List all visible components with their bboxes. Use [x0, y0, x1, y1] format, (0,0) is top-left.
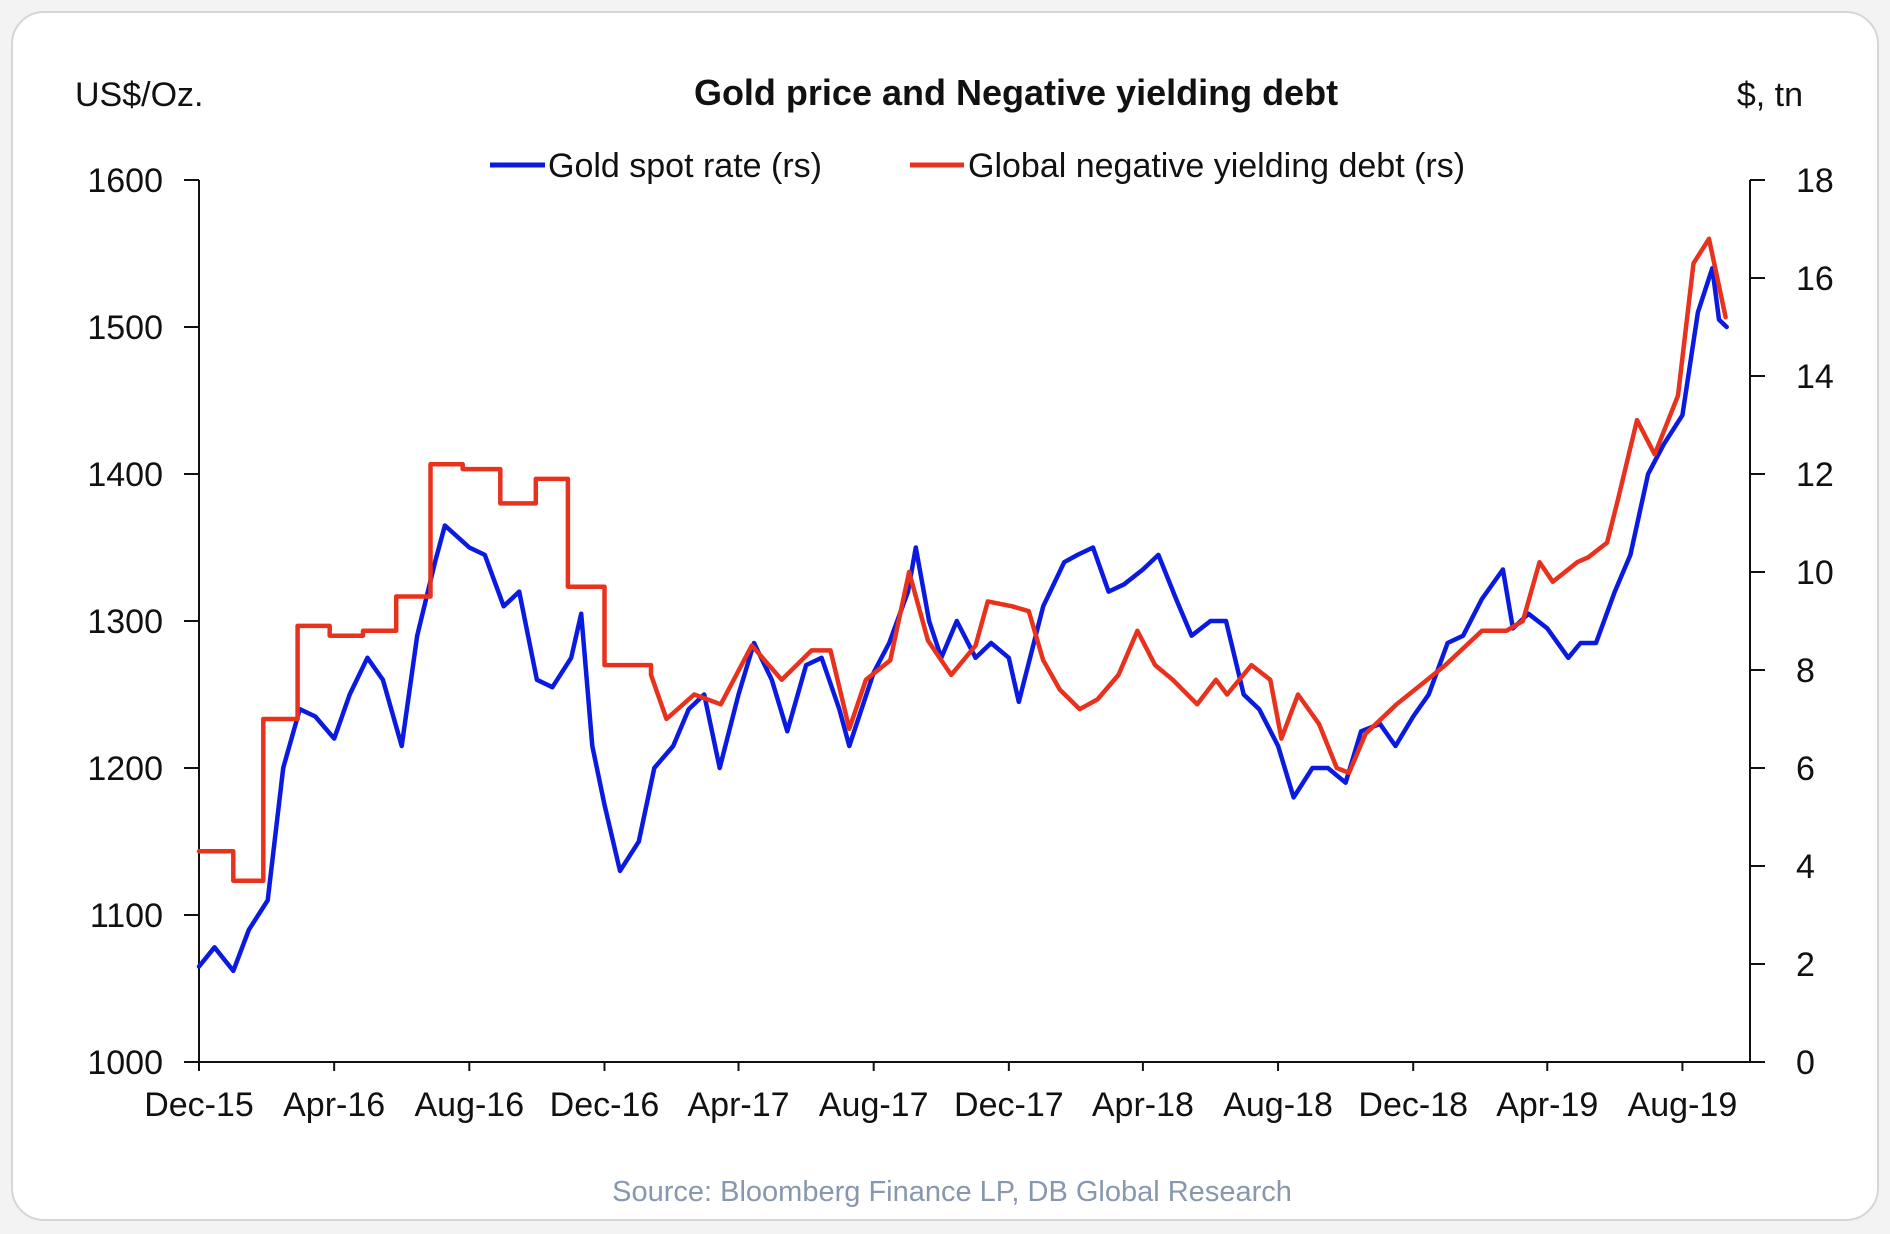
left-tick-label: 1300: [87, 603, 163, 641]
right-tick-label: 12: [1796, 456, 1834, 494]
chart-card: [11, 11, 1879, 1221]
left-tick-label: 1500: [87, 309, 163, 347]
left-tick-label: 1600: [87, 162, 163, 200]
right-tick-label: 18: [1796, 162, 1834, 200]
x-tick-label: Dec-15: [144, 1086, 254, 1124]
legend-label-gold: Gold spot rate (rs): [548, 147, 822, 185]
left-tick-label: 1100: [90, 897, 163, 935]
x-tick-label: Apr-17: [687, 1086, 789, 1124]
right-tick-label: 2: [1796, 946, 1815, 984]
left-tick-label: 1200: [87, 750, 163, 788]
axes: 1000 1100 1200 1300 1400 1500 1600 0 2 4 6 8 10 12 14 1…: [87, 162, 1833, 1124]
left-axis-unit: US$/Oz.: [75, 76, 203, 114]
right-tick-label: 14: [1796, 358, 1834, 396]
right-axis-unit: $, tn: [1737, 76, 1803, 114]
right-tick-label: 16: [1796, 260, 1834, 298]
chart-title: Gold price and Negative yielding debt: [694, 72, 1338, 113]
x-tick-label: Dec-17: [954, 1086, 1064, 1124]
right-tick-label: 6: [1796, 750, 1815, 788]
series-lines: [196, 236, 1729, 974]
x-tick-label: Aug-19: [1628, 1086, 1738, 1124]
legend: Gold spot rate (rs) Global negative yiel…: [490, 147, 1465, 185]
source-note: Source: Bloomberg Finance LP, DB Global …: [612, 1176, 1292, 1208]
left-tick-label: 1000: [87, 1044, 163, 1082]
right-tick-label: 0: [1796, 1044, 1815, 1082]
x-tick-label: Aug-16: [414, 1086, 524, 1124]
x-tick-label: Apr-18: [1092, 1086, 1194, 1124]
legend-label-debt: Global negative yielding debt (rs): [968, 147, 1465, 185]
right-tick-label: 8: [1796, 652, 1815, 690]
right-tick-label: 4: [1796, 848, 1815, 886]
x-tick-label: Apr-19: [1496, 1086, 1598, 1124]
x-tick-label: Aug-17: [819, 1086, 929, 1124]
x-tick-label: Dec-18: [1358, 1086, 1468, 1124]
right-tick-label: 10: [1796, 554, 1834, 592]
x-tick-label: Dec-16: [550, 1086, 660, 1124]
x-tick-label: Apr-16: [283, 1086, 385, 1124]
left-tick-label: 1400: [87, 456, 163, 494]
x-tick-label: Aug-18: [1223, 1086, 1333, 1124]
